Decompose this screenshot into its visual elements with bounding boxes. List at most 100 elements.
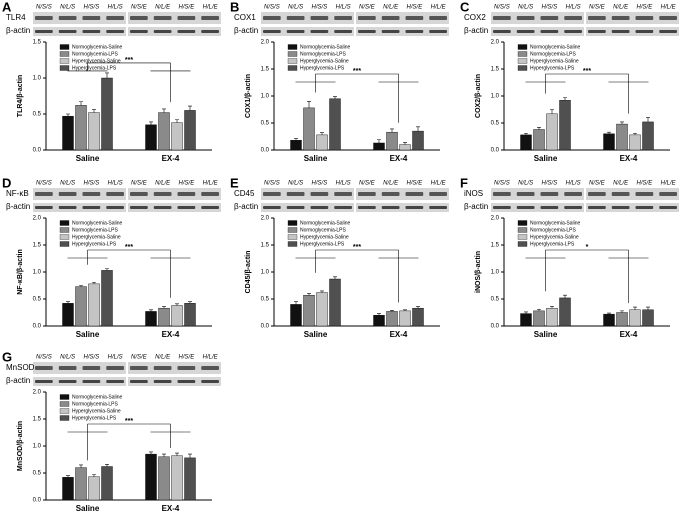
y-axis-label: COX1/β-actin: [245, 74, 252, 118]
significance-bracket: [67, 62, 191, 103]
legend-label: Hyperglycemia-Saline: [530, 234, 579, 240]
bar: [603, 133, 615, 151]
loading-label: β-actin: [6, 26, 30, 35]
legend-label: Normoglycemia-LPS: [72, 401, 119, 407]
bar: [88, 476, 100, 501]
y-tick-label: 0.5: [33, 297, 42, 303]
lane-label: H/S/E: [179, 355, 196, 361]
error-bar: [563, 294, 567, 298]
lane-label: H/S/E: [637, 181, 654, 187]
error-bar: [524, 311, 528, 314]
x-tick-label: Saline: [304, 154, 328, 163]
error-bar: [563, 97, 567, 101]
band: [130, 366, 148, 370]
x-tick-label: Saline: [76, 154, 100, 163]
blot-actin: [128, 377, 221, 386]
legend-swatch: [517, 234, 528, 240]
band: [310, 192, 329, 196]
y-tick-label: 1.5: [491, 243, 500, 249]
y-tick-label: 0.0: [261, 148, 270, 154]
band: [263, 192, 281, 196]
significance-label: ***: [353, 244, 361, 251]
lane-label: H/L/E: [431, 5, 447, 11]
lane-label: N/S/E: [131, 355, 148, 361]
error-bar: [66, 475, 70, 478]
error-bar: [403, 309, 407, 311]
y-tick-label: 0.5: [261, 297, 270, 303]
legend-label: Normoglycemia-Saline: [72, 44, 123, 50]
blot: [128, 188, 221, 200]
band: [516, 192, 535, 196]
band: [35, 192, 53, 196]
bar: [386, 311, 398, 327]
bar: [75, 467, 87, 501]
y-tick-label: 0.5: [491, 297, 500, 303]
y-axis-label: NF-κB/β-actin: [17, 249, 24, 295]
legend-label: Hyperglycemia-Saline: [300, 58, 349, 64]
error-bar: [175, 303, 179, 306]
bar: [171, 305, 183, 327]
band: [130, 380, 148, 383]
error-bar: [633, 132, 637, 135]
band: [429, 16, 447, 20]
legend-label: Hyperglycemia-Saline: [72, 58, 121, 64]
band: [177, 16, 196, 20]
legend-label: Hyperglycemia-Saline: [72, 234, 121, 240]
legend-label: Hyperglycemia-LPS: [530, 241, 575, 247]
bar: [546, 307, 558, 327]
band: [493, 206, 511, 209]
y-tick-label: 1.0: [33, 270, 42, 276]
bar: [75, 105, 87, 151]
lane-label: H/S/E: [407, 181, 424, 187]
blot-label: NF-κB: [6, 189, 29, 198]
band: [153, 206, 172, 209]
lane-label: H/S/S: [542, 5, 558, 11]
band: [405, 16, 424, 20]
lane-label: H/L/E: [661, 5, 677, 11]
blot: [261, 12, 354, 24]
y-axis-label: CD45/β-actin: [245, 251, 252, 294]
band: [263, 30, 281, 33]
error-bar: [105, 268, 109, 271]
band: [429, 206, 447, 209]
band: [58, 366, 77, 370]
bar: [520, 134, 532, 151]
significance-label: ***: [125, 57, 133, 64]
x-tick-label: EX-4: [390, 330, 408, 339]
error-bar: [633, 306, 637, 310]
bar: [303, 107, 315, 151]
lane-label: H/S/S: [312, 5, 328, 11]
legend-swatch: [59, 394, 70, 400]
band: [635, 16, 654, 20]
lane-label: N/L/E: [613, 5, 629, 11]
bar: [316, 134, 328, 151]
bar: [373, 314, 385, 327]
blot: [128, 12, 221, 24]
blot: [491, 12, 584, 24]
band: [493, 16, 511, 20]
error-bar: [188, 301, 192, 304]
error-bar: [620, 310, 624, 313]
legend-swatch: [287, 65, 298, 71]
legend-swatch: [517, 51, 528, 57]
band: [564, 192, 582, 196]
panel-letter: G: [2, 349, 12, 364]
significance-bracket: [525, 249, 649, 304]
x-tick-label: EX-4: [162, 330, 180, 339]
legend-swatch: [287, 220, 298, 226]
lane-label: N/S/S: [36, 5, 52, 11]
loading-label: β-actin: [464, 26, 488, 35]
panel: E N/S/S N/L/S H/S/S H/L/S N/S/E N/L/E H/S/E H/L/…: [230, 175, 449, 339]
bar: [629, 134, 641, 151]
error-bar: [390, 310, 394, 312]
bar: [546, 113, 558, 151]
error-bar: [92, 109, 96, 113]
band: [82, 206, 101, 209]
lane-label: N/S/E: [589, 181, 606, 187]
x-tick-label: Saline: [304, 330, 328, 339]
lane-label: H/S/E: [637, 5, 654, 11]
band: [177, 380, 196, 383]
panel-letter: C: [460, 0, 470, 14]
error-bar: [66, 113, 70, 117]
